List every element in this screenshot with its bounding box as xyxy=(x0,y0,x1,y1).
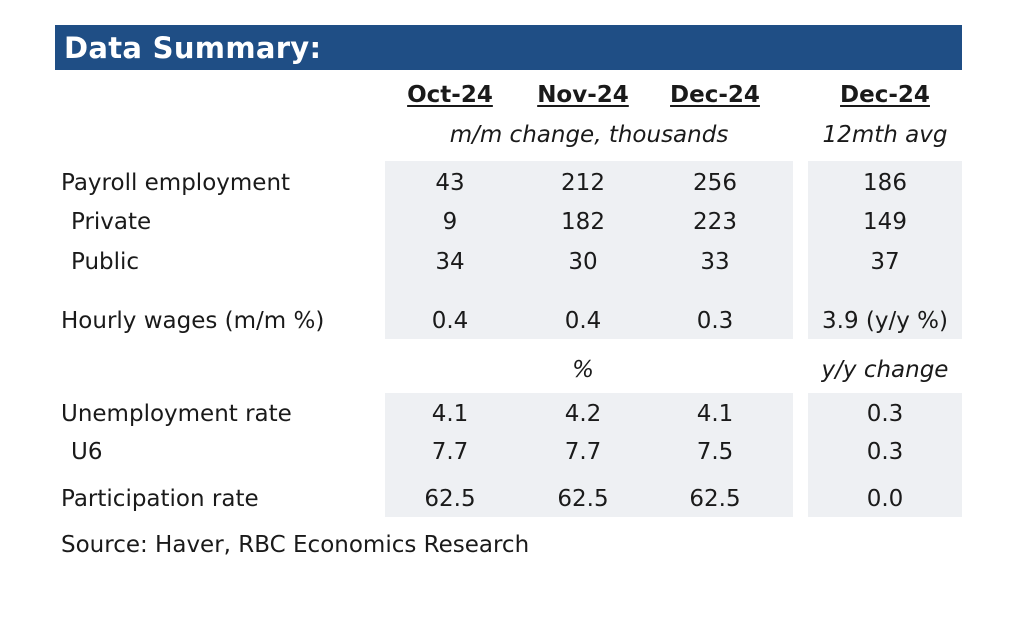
row-label-private: Private xyxy=(71,209,152,235)
cell-public-nov: 30 xyxy=(568,249,598,275)
row-label-payroll: Payroll employment xyxy=(61,170,291,196)
cell-unemployment-yy: 0.3 xyxy=(866,401,904,427)
column-header-oct-24: Oct-24 xyxy=(407,82,493,108)
shade-panel-avg-top xyxy=(808,161,962,339)
cell-unemployment-oct: 4.1 xyxy=(431,401,469,427)
cell-participation-yy: 0.0 xyxy=(866,486,904,512)
cell-participation-dec: 62.5 xyxy=(689,486,741,512)
subheader-12mth-avg: 12mth avg xyxy=(822,122,948,148)
subheader-mm-change: m/m change, thousands xyxy=(449,122,729,148)
cell-u6-yy: 0.3 xyxy=(866,439,904,465)
cell-wages-dec: 0.3 xyxy=(696,308,734,334)
cell-u6-dec: 7.5 xyxy=(696,439,734,465)
cell-public-oct: 34 xyxy=(435,249,465,275)
cell-wages-avg: 3.9 (y/y %) xyxy=(822,308,948,334)
cell-payroll-dec: 256 xyxy=(693,170,737,196)
subheader-yy-change: y/y change xyxy=(821,357,949,383)
cell-private-dec: 223 xyxy=(693,209,737,235)
cell-participation-oct: 62.5 xyxy=(424,486,476,512)
cell-public-dec: 33 xyxy=(700,249,730,275)
row-label-u6: U6 xyxy=(71,439,103,465)
column-header-dec-24-avg: Dec-24 xyxy=(840,82,930,108)
cell-unemployment-nov: 4.2 xyxy=(564,401,602,427)
cell-u6-nov: 7.7 xyxy=(564,439,602,465)
row-label-participation: Participation rate xyxy=(61,486,259,512)
cell-wages-nov: 0.4 xyxy=(564,308,602,334)
cell-unemployment-dec: 4.1 xyxy=(696,401,734,427)
table-title-banner: Data Summary: xyxy=(55,25,962,70)
cell-private-avg: 149 xyxy=(863,209,907,235)
row-label-unemployment: Unemployment rate xyxy=(61,401,292,427)
cell-participation-nov: 62.5 xyxy=(557,486,609,512)
source-note: Source: Haver, RBC Economics Research xyxy=(61,532,530,558)
cell-private-oct: 9 xyxy=(442,209,458,235)
cell-u6-oct: 7.7 xyxy=(431,439,469,465)
subheader-percent: % xyxy=(572,357,594,383)
shade-panel-main-bottom xyxy=(385,393,793,517)
cell-payroll-avg: 186 xyxy=(863,170,907,196)
cell-public-avg: 37 xyxy=(870,249,900,275)
cell-payroll-oct: 43 xyxy=(435,170,465,196)
cell-wages-oct: 0.4 xyxy=(431,308,469,334)
column-header-nov-24: Nov-24 xyxy=(537,82,629,108)
shade-panel-main-top xyxy=(385,161,793,339)
column-header-dec-24: Dec-24 xyxy=(670,82,760,108)
cell-payroll-nov: 212 xyxy=(561,170,605,196)
row-label-public: Public xyxy=(71,249,140,275)
cell-private-nov: 182 xyxy=(561,209,605,235)
shade-panel-avg-bottom xyxy=(808,393,962,517)
row-label-wages: Hourly wages (m/m %) xyxy=(61,308,325,334)
